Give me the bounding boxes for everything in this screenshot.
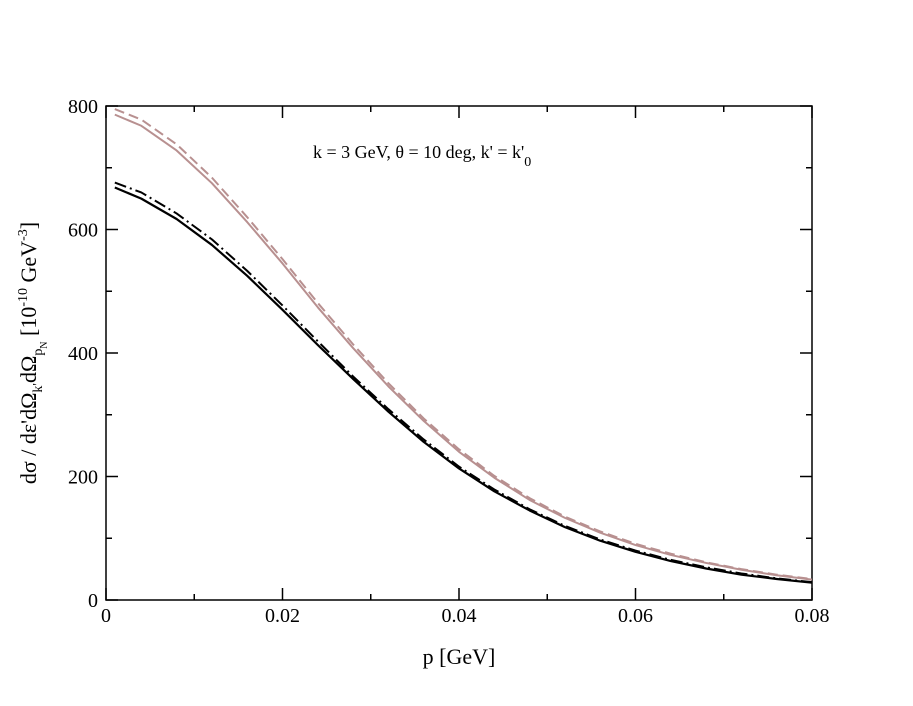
series-group (114, 108, 813, 584)
plot-frame (105, 105, 813, 601)
plot-annotation: k = 3 GeV, θ = 10 deg, k' = k'0 (313, 142, 531, 170)
series-line-3 (114, 186, 813, 584)
series-line-1 (114, 113, 813, 581)
y-axis-title: dσ / dε'dΩk'dΩpN [10-10 GeV-3] (16, 222, 50, 484)
y-tick-label: 0 (88, 590, 98, 612)
x-tick-label: 0.04 (442, 605, 477, 627)
x-axis-title: p [GeV] (423, 644, 496, 669)
x-tick-label: 0.06 (618, 605, 653, 627)
x-tick-label: 0.08 (795, 605, 830, 627)
x-tick-label: 0 (101, 605, 111, 627)
y-tick-label: 200 (68, 467, 98, 489)
series-line-2 (114, 108, 813, 580)
axis-ticks (105, 105, 813, 601)
y-tick-label: 600 (68, 220, 98, 242)
series-line-4 (114, 181, 813, 584)
tick-labels: 0 0.02 0.04 0.06 0.08 0 200 400 600 800 (68, 96, 830, 627)
x-tick-label: 0.02 (265, 605, 300, 627)
y-tick-label: 800 (68, 96, 98, 118)
y-tick-label: 400 (68, 343, 98, 365)
